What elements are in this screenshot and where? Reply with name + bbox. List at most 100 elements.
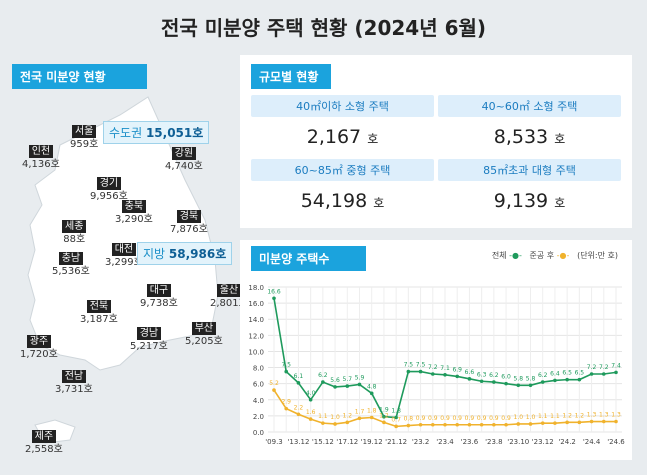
region-name: 대전 bbox=[111, 243, 137, 256]
data-point bbox=[418, 422, 423, 427]
data-point bbox=[565, 377, 569, 382]
data-label: 0.9 bbox=[465, 415, 475, 422]
data-point bbox=[553, 421, 557, 425]
data-point bbox=[308, 417, 313, 421]
region-value: 4,740호 bbox=[165, 161, 203, 172]
data-label: 1.8 bbox=[367, 408, 377, 415]
region-name: 전북 bbox=[86, 300, 112, 313]
data-point bbox=[272, 388, 276, 392]
region-name: 제주 bbox=[31, 430, 57, 443]
x-tick-label: '23.6 bbox=[461, 438, 479, 446]
data-point bbox=[308, 397, 313, 402]
region-label: 경남 5,217호 bbox=[130, 327, 168, 353]
data-point bbox=[601, 419, 606, 424]
data-point bbox=[333, 422, 337, 426]
data-label: 6.5 bbox=[575, 370, 585, 377]
y-tick-label: 14.0 bbox=[248, 316, 264, 324]
data-point bbox=[516, 422, 521, 426]
data-point bbox=[406, 369, 411, 374]
region-name: 강원 bbox=[171, 147, 197, 160]
data-point bbox=[589, 372, 594, 376]
x-tick-label: '24.2 bbox=[558, 438, 576, 446]
data-point bbox=[516, 383, 521, 388]
data-label: 5.9 bbox=[355, 374, 365, 381]
data-label: 7.5 bbox=[404, 362, 414, 369]
data-point bbox=[492, 422, 496, 427]
data-label: 1.9 bbox=[379, 407, 389, 414]
data-label: 5.7 bbox=[343, 376, 353, 383]
data-point bbox=[296, 381, 301, 385]
data-label: 6.6 bbox=[465, 369, 475, 376]
data-point bbox=[321, 421, 325, 425]
region-label: 충남 5,536호 bbox=[52, 252, 90, 278]
data-label: 6.2 bbox=[538, 372, 548, 379]
data-label: 1.6 bbox=[306, 409, 316, 416]
x-tick-label: '23.8 bbox=[485, 438, 503, 446]
region-label: 충북 3,290호 bbox=[115, 200, 153, 226]
y-tick-label: 10.0 bbox=[248, 348, 264, 356]
data-label: 7.4 bbox=[611, 362, 621, 369]
region-value: 959호 bbox=[70, 139, 99, 150]
data-label: 0.9 bbox=[452, 415, 462, 422]
data-point bbox=[333, 385, 337, 389]
size-card: 규모별 현황 40㎡이하 소형 주택 2,167 호 40~60㎡ 소형 주택 8,… bbox=[240, 55, 632, 228]
region-value: 9,738호 bbox=[140, 298, 178, 309]
x-tick-label: '09.3 bbox=[265, 438, 283, 446]
data-label: 0.9 bbox=[477, 415, 487, 422]
data-label: 0.9 bbox=[440, 415, 450, 422]
x-tick-label: '23.12 bbox=[532, 438, 554, 446]
data-label: 5.6 bbox=[330, 377, 340, 384]
region-name: 세종 bbox=[62, 220, 87, 233]
data-point bbox=[284, 406, 289, 411]
data-point bbox=[357, 416, 362, 421]
region-name: 충남 bbox=[58, 252, 84, 265]
region-name: 부산 bbox=[191, 322, 217, 335]
data-point bbox=[443, 422, 447, 427]
data-point bbox=[565, 420, 569, 425]
data-label: 7.5 bbox=[281, 362, 291, 369]
y-tick-label: 6.0 bbox=[253, 381, 264, 389]
data-point bbox=[492, 380, 496, 384]
data-label: 7.2 bbox=[599, 364, 609, 371]
data-label: 0.7 bbox=[391, 416, 401, 423]
data-label: 4.8 bbox=[367, 383, 377, 390]
data-point bbox=[272, 296, 276, 301]
data-label: 1.3 bbox=[587, 412, 597, 419]
data-label: 6.3 bbox=[477, 371, 487, 378]
data-point bbox=[467, 377, 472, 381]
data-point bbox=[345, 384, 350, 388]
region-label: 부산 5,205호 bbox=[185, 322, 223, 348]
data-point bbox=[394, 424, 398, 429]
data-label: 7.2 bbox=[428, 364, 438, 371]
x-tick-label: '23.2 bbox=[412, 438, 430, 446]
data-label: 6.5 bbox=[562, 370, 572, 377]
region-label: 세종 88호 bbox=[62, 220, 87, 246]
data-point bbox=[479, 379, 484, 384]
size-cell: 85㎡초과 대형 주택 9,139 호 bbox=[438, 159, 621, 231]
data-label: 1.2 bbox=[379, 412, 389, 419]
region-value: 1,720호 bbox=[20, 349, 58, 360]
y-tick-label: 16.0 bbox=[248, 300, 264, 308]
data-label: 6.9 bbox=[452, 366, 462, 373]
region-name: 경남 bbox=[136, 327, 162, 340]
data-point bbox=[577, 377, 582, 382]
data-label: 1.0 bbox=[514, 414, 524, 421]
data-point bbox=[540, 380, 545, 384]
data-point bbox=[357, 382, 362, 387]
region-value: 5,217호 bbox=[130, 341, 168, 352]
data-label: 6.1 bbox=[294, 373, 304, 380]
data-point bbox=[614, 370, 618, 375]
data-point bbox=[418, 369, 423, 374]
region-value: 3,290호 bbox=[115, 214, 153, 225]
page-title: 전국 미분양 주택 현황 (2024년 6월) bbox=[160, 16, 487, 40]
region-name: 전남 bbox=[61, 370, 87, 383]
data-point bbox=[430, 372, 435, 376]
region-name: 울산 bbox=[216, 284, 242, 297]
data-point bbox=[394, 415, 398, 420]
region-label: 경기 9,956호 bbox=[90, 177, 128, 203]
y-tick-label: 2.0 bbox=[253, 413, 264, 421]
data-label: 2.2 bbox=[294, 404, 304, 411]
size-cell: 60~85㎡ 중형 주택 54,198 호 bbox=[251, 159, 434, 231]
x-tick-label: '17.12 bbox=[336, 438, 358, 446]
data-point bbox=[455, 422, 460, 427]
